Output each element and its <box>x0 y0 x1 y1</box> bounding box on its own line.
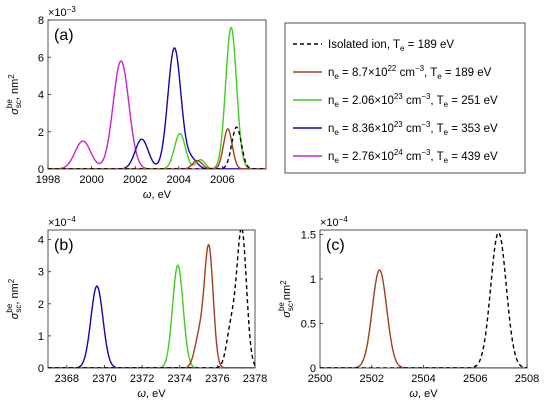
plot-frame <box>320 230 527 368</box>
x-tick-label: 2002 <box>123 174 147 186</box>
y-axis-label: σbesc, nm2 <box>5 74 23 115</box>
x-tick-label: 2506 <box>463 373 487 385</box>
x-tick-label: 2004 <box>167 174 191 186</box>
y-tick-label: 0 <box>38 363 44 375</box>
y-tick-label: 8 <box>38 15 44 27</box>
y-tick-label: 4 <box>38 90 44 102</box>
x-tick-label: 2372 <box>130 373 154 385</box>
x-tick-label: 2502 <box>360 373 384 385</box>
y-tick-label: 0.5 <box>301 318 316 330</box>
x-tick-label: 2370 <box>92 373 116 385</box>
legend: Isolated ion, Te = 189 eV ne = 8.7×1022 c… <box>285 23 525 173</box>
legend-label: ne = 2.76×1024 cm−3, Te = 439 eV <box>328 148 498 165</box>
axis-multiplier: ×10−4 <box>320 215 348 229</box>
panel-label: (c) <box>326 237 345 254</box>
chart-panel: 2368 2370 2372 2374 2376 2378 0 1 2 3 4 ×10−4 (b) ω, … <box>5 215 267 400</box>
x-tick-label: 2374 <box>167 373 191 385</box>
panel-label: (a) <box>54 27 74 44</box>
y-tick-label: 1 <box>38 331 44 343</box>
legend-label: Isolated ion, Te = 189 eV <box>328 39 454 53</box>
y-tick-label: 2 <box>38 127 44 139</box>
x-tick-label: 2378 <box>243 373 267 385</box>
x-axis-label: ω, eV <box>137 388 166 400</box>
y-tick-label: 0 <box>38 164 44 176</box>
plot-frame <box>48 230 255 368</box>
x-tick-label: 2504 <box>411 373 435 385</box>
y-tick-label: 1 <box>310 274 316 286</box>
x-tick-label: 2368 <box>55 373 79 385</box>
legend-label: ne = 8.7×1022 cm−3, Te = 189 eV <box>328 64 492 81</box>
x-tick-label: 2508 <box>515 373 539 385</box>
legend-label: ne = 2.06×1023 cm−3, Te = 251 eV <box>328 92 498 109</box>
x-tick-label: 2376 <box>205 373 229 385</box>
legend-label: ne = 8.36×1023 cm−3, Te = 353 eV <box>328 120 498 137</box>
y-tick-label: 4 <box>38 235 44 247</box>
panel-label: (b) <box>54 237 74 254</box>
y-axis-label: σbesc, nm2 <box>5 278 23 319</box>
x-tick-label: 2000 <box>79 174 103 186</box>
y-axis-label: σbesc,nm2 <box>277 280 295 318</box>
axis-multiplier: ×10−3 <box>48 5 76 19</box>
y-tick-label: 0 <box>310 363 316 375</box>
y-tick-label: 2 <box>38 299 44 311</box>
y-tick-label: 1.5 <box>301 229 316 241</box>
x-tick-label: 2006 <box>210 174 234 186</box>
y-tick-label: 6 <box>38 52 44 64</box>
x-axis-label: ω, eV <box>409 388 438 400</box>
x-axis-label: ω, eV <box>143 189 172 201</box>
axis-multiplier: ×10−4 <box>48 215 76 229</box>
y-tick-label: 3 <box>38 267 44 279</box>
